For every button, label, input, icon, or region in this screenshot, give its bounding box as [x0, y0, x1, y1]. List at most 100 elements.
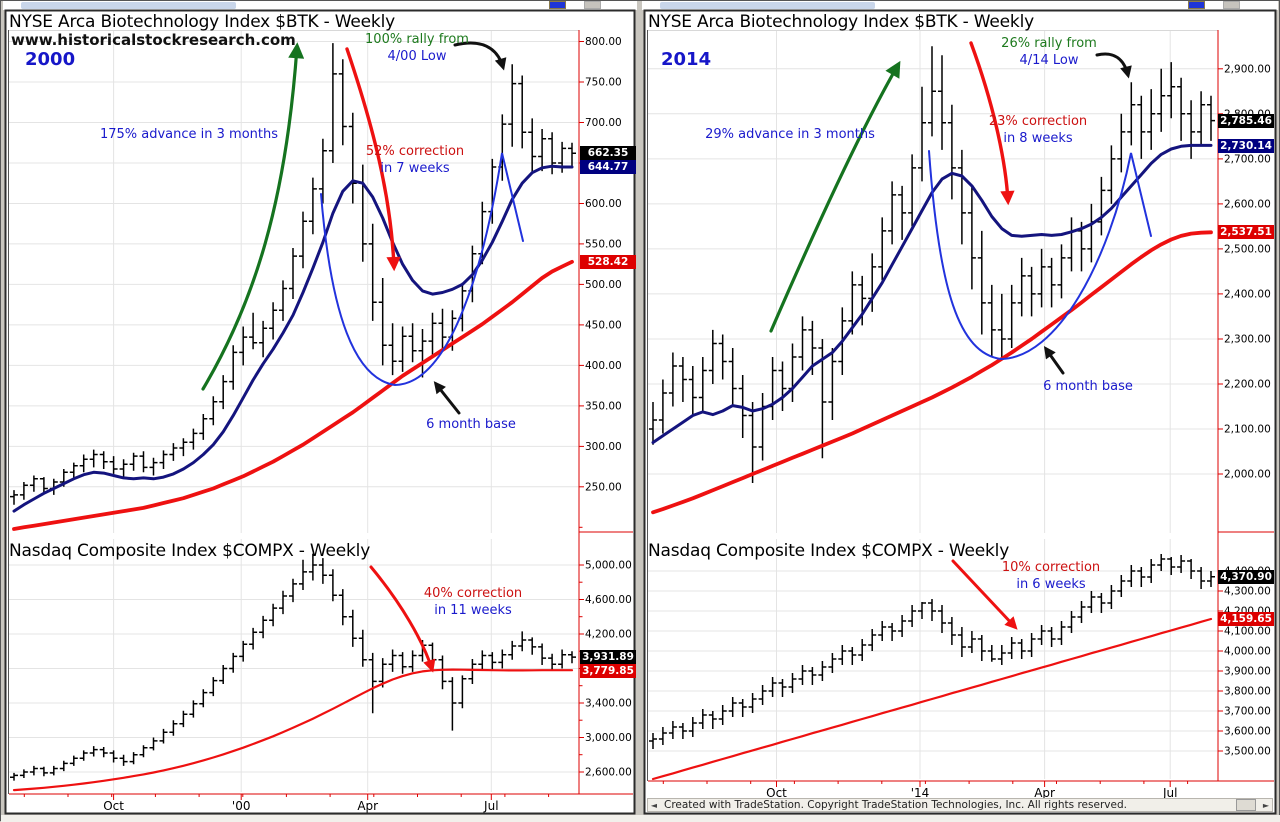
chart-title-btk: NYSE Arca Biotechnology Index $BTK - Wee… — [648, 12, 1034, 32]
y-axis-label: 3,900.00 — [1224, 666, 1271, 678]
y-axis-label: 3,400.00 — [585, 698, 632, 710]
y-axis-label: 4,000.00 — [1224, 646, 1271, 658]
titlebar-gray-box — [1223, 1, 1240, 9]
y-axis-label: 550.00 — [585, 238, 622, 250]
y-axis-label: 3,500.00 — [1224, 746, 1271, 758]
price-bars — [10, 553, 576, 781]
year-label: 2014 — [661, 49, 712, 70]
annotation-correction-line2: in 8 weeks — [1003, 131, 1073, 146]
x-axis-label: '14 — [911, 786, 930, 800]
y-axis-label: 3,700.00 — [1224, 706, 1271, 718]
y-axis-label: 400.00 — [585, 360, 622, 372]
x-axis-label: Oct — [766, 786, 787, 800]
ma-slow-line — [651, 617, 1213, 781]
chart-title-btk: NYSE Arca Biotechnology Index $BTK - Wee… — [9, 12, 395, 32]
price-badge-ma-slow: 2,537.51 — [1218, 225, 1274, 239]
chart-window-2014: 2,900.002,800.002,700.002,600.002,500.00… — [642, 1, 1278, 815]
annotation-advance: 29% advance in 3 months — [705, 127, 875, 142]
gridlines — [9, 539, 579, 792]
annotation-rally-line1: 100% rally from — [365, 32, 469, 47]
y-axis-label: 500.00 — [585, 279, 622, 291]
y-axis-label: 800.00 — [585, 36, 622, 48]
annotation-rally-line2: 4/14 Low — [1019, 53, 1079, 68]
y-axis-label: 2,000.00 — [1224, 469, 1271, 481]
price-badge-ma-fast: 644.77 — [580, 160, 636, 174]
annotation-arrows — [769, 41, 1152, 630]
x-axis-label: Apr — [1034, 786, 1055, 800]
ma-slow-line — [651, 230, 1213, 515]
y-axis-label: 600.00 — [585, 198, 622, 210]
annotation-correction2-line2: in 11 weeks — [434, 603, 512, 618]
price-badge-ma2: 4,159.65 — [1218, 612, 1274, 626]
annotation-rally-line2: 4/00 Low — [387, 49, 447, 64]
y-axis-label: 2,700.00 — [1224, 153, 1271, 165]
annotation-advance: 175% advance in 3 months — [99, 127, 279, 142]
year-label: 2000 — [25, 49, 76, 70]
y-axis-label: 3,800.00 — [1224, 686, 1271, 698]
annotation-base: 6 month base — [1043, 379, 1133, 394]
y-axis-label: 2,300.00 — [1224, 334, 1271, 346]
chart-title-compx: Nasdaq Composite Index $COMPX - Weekly — [9, 541, 371, 561]
annotation-correction2-line2: in 6 weeks — [1016, 577, 1086, 592]
scroll-left-icon[interactable]: ◄ — [650, 800, 658, 810]
x-axis: Oct '00 Apr Jul — [23, 794, 550, 813]
y-axis-label: 2,400.00 — [1224, 288, 1271, 300]
gridlines — [648, 539, 1218, 779]
chart-title-compx: Nasdaq Composite Index $COMPX - Weekly — [648, 541, 1010, 561]
x-axis-label: Apr — [357, 799, 378, 813]
price-badge-ma-slow: 528.42 — [580, 255, 636, 269]
y-axis-label: 2,900.00 — [1224, 63, 1271, 75]
titlebar-gray-box — [584, 1, 601, 9]
y-axis-label: 2,100.00 — [1224, 424, 1271, 436]
y-axis-label: 4,100.00 — [1224, 626, 1271, 638]
x-axis-label: Oct — [103, 799, 124, 813]
price-badge-ma-fast: 2,730.14 — [1218, 139, 1274, 153]
titlebar-blue-box — [549, 1, 566, 9]
y-axis-label: 2,600.00 — [585, 767, 632, 779]
annotation-correction2-line1: 40% correction — [423, 586, 523, 601]
watermark: www.historicalstockresearch.com — [11, 31, 296, 49]
y-axis-label: 3,600.00 — [1224, 726, 1271, 738]
y-axis-label: 2,600.00 — [1224, 198, 1271, 210]
y-axis-label: 4,600.00 — [585, 594, 632, 606]
y-axis-label: 4,300.00 — [1224, 586, 1271, 598]
x-axis-label: Jul — [1162, 786, 1177, 800]
scrollbar-thumb[interactable] — [1236, 799, 1256, 811]
price-badge-last: 2,785.46 — [1218, 114, 1274, 128]
price-chart-svg: 800.00750.00700.00650.00600.00550.00500.… — [4, 9, 636, 815]
price-bars — [649, 554, 1215, 749]
titlebar — [642, 1, 1278, 10]
y-axis: 4,400.004,300.004,200.004,100.004,000.00… — [1218, 566, 1271, 758]
annotation-arrows — [201, 41, 524, 673]
annotation-correction2-line1: 10% correction — [1001, 560, 1101, 575]
y-axis-label: 750.00 — [585, 77, 622, 89]
titlebar-highlight — [21, 2, 236, 9]
x-axis: Oct '14 Apr Jul — [662, 781, 1189, 800]
x-axis-label: '00 — [232, 799, 251, 813]
annotation-correction-line2: in 7 weeks — [380, 161, 450, 176]
y-axis-label: 5,000.00 — [585, 560, 632, 572]
y-axis-label: 2,500.00 — [1224, 243, 1271, 255]
titlebar-blue-box — [1188, 1, 1205, 9]
y-axis-label: 450.00 — [585, 319, 622, 331]
scroll-right-icon[interactable]: ► — [1262, 800, 1270, 810]
y-axis-label: 3,000.00 — [585, 732, 632, 744]
status-bar: ◄ Created with TradeStation. Copyright T… — [647, 798, 1273, 812]
annotation-correction-line1: 52% correction — [365, 144, 465, 159]
chart-window-2000: 800.00750.00700.00650.00600.00550.00500.… — [3, 1, 637, 815]
annotation-correction-line1: 23% correction — [988, 114, 1088, 129]
status-text: Created with TradeStation. Copyright Tra… — [664, 799, 1127, 811]
annotation-rally-line1: 26% rally from — [1001, 36, 1097, 51]
y-axis-label: 4,200.00 — [585, 629, 632, 641]
y-axis-label: 2,200.00 — [1224, 379, 1271, 391]
taskbar-strip — [1, 815, 1280, 822]
price-badge-ma2: 3,779.85 — [580, 664, 636, 678]
price-chart-svg: 2,900.002,800.002,700.002,600.002,500.00… — [643, 9, 1277, 815]
ma-slow-line — [12, 668, 574, 792]
y-axis-label: 300.00 — [585, 441, 622, 453]
ma-slow-line — [12, 259, 574, 531]
titlebar-highlight — [660, 2, 875, 9]
price-badge-last: 662.35 — [580, 146, 636, 160]
titlebar — [3, 1, 637, 10]
